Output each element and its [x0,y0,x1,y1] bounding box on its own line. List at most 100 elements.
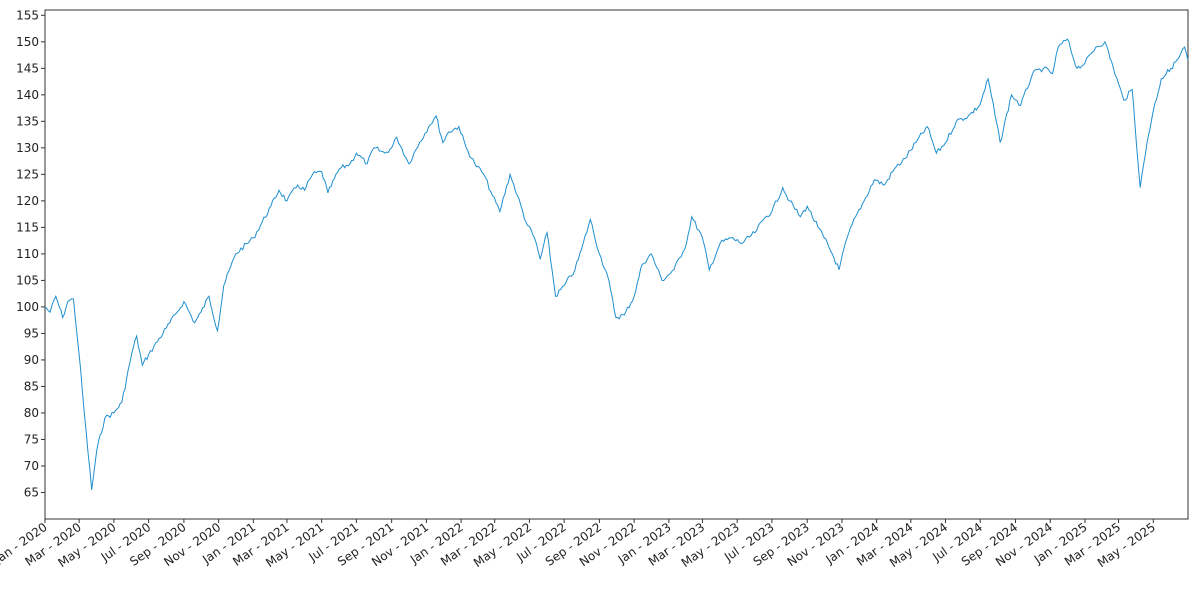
data-point [800,216,801,217]
data-point [1104,41,1105,42]
data-point [599,253,600,254]
data-points [45,39,1189,491]
data-point [270,206,271,207]
data-point [113,412,114,413]
data-point [1095,47,1096,48]
data-point [782,187,783,188]
data-point [79,354,80,355]
data-point [832,253,833,254]
data-point [286,200,287,201]
data-point [367,163,368,164]
data-point [121,402,122,403]
data-point [356,153,357,154]
data-point [874,179,875,180]
data-point [1132,89,1133,90]
data-point [936,153,937,154]
y-tick-label: 105 [16,273,39,287]
data-point [510,174,511,175]
data-point [374,147,375,148]
y-tick-label: 110 [16,247,39,261]
data-point [824,237,825,238]
data-point [607,275,608,276]
data-point [312,174,313,175]
data-point [818,227,819,228]
y-tick-label: 120 [16,194,39,208]
data-point [864,200,865,201]
data-point [483,174,484,175]
y-tick-label: 95 [24,326,39,340]
data-point [1184,47,1185,48]
data-point [1153,110,1154,111]
y-tick-label: 85 [24,379,39,393]
data-point [555,296,556,297]
data-point [855,216,856,217]
data-point [1058,47,1059,48]
y-tick-label: 135 [16,114,39,128]
data-point [350,163,351,164]
data-point [321,171,322,172]
data-point [1123,100,1124,101]
y-tick-label: 65 [24,485,39,499]
data-point [574,269,575,270]
data-point [624,314,625,315]
data-point [765,216,766,217]
data-point [96,450,97,451]
data-point [894,169,895,170]
data-point [517,195,518,196]
y-tick-label: 145 [16,61,39,75]
data-point [662,280,663,281]
data-point [166,328,167,329]
plot-area-frame [44,9,1189,520]
y-tick-label: 150 [16,35,39,49]
data-point [1084,63,1085,64]
series-line [44,38,1189,490]
data-point [492,195,493,196]
data-point [927,126,928,127]
data-point [615,317,616,318]
data-point [458,126,459,127]
data-point [979,105,980,106]
data-point [55,296,56,297]
y-tick-label: 130 [16,141,39,155]
data-point [419,142,420,143]
data-point [1000,142,1001,143]
data-point [547,232,548,233]
data-point [709,269,710,270]
data-point [297,184,298,185]
data-point [1161,78,1162,79]
data-point [73,298,74,299]
data-point [208,296,209,297]
data-point [91,489,92,490]
data-point [194,322,195,323]
data-point [1032,73,1033,74]
data-point [651,253,652,254]
data-point [1067,39,1068,40]
data-point [915,142,916,143]
data-point [200,312,201,313]
data-point [235,253,236,254]
data-point [956,121,957,122]
data-point [945,142,946,143]
data-point [84,412,85,413]
data-point [223,285,224,286]
y-axis: 65 70 75 80 85 90 95 100 105 110 115 120 125 130 135 14… [16,8,45,499]
data-point [847,237,848,238]
data-point [1147,142,1148,143]
y-tick-label: 100 [16,300,39,314]
data-point [1178,57,1179,58]
data-point [448,131,449,132]
data-point [327,192,328,193]
data-point [742,243,743,244]
y-tick-label: 75 [24,432,39,446]
data-point [540,259,541,260]
data-point [1043,68,1044,69]
data-point [673,269,674,270]
y-tick-label: 115 [16,220,39,234]
data-point [131,354,132,355]
data-point [1113,68,1114,69]
data-point [466,147,467,148]
data-point [217,330,218,331]
